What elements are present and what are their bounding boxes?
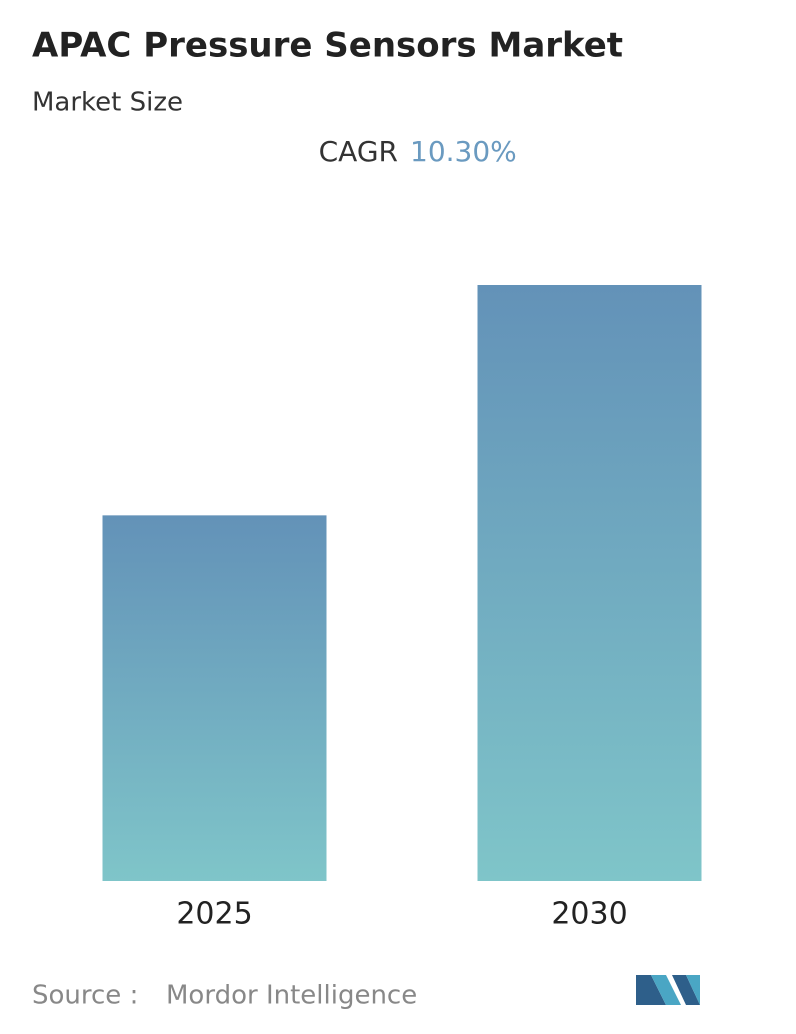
bar bbox=[102, 515, 327, 881]
x-tick-label: 2030 bbox=[551, 897, 627, 932]
chart-subtitle: Market Size bbox=[32, 88, 183, 118]
x-tick-label: 2025 bbox=[176, 897, 252, 932]
chart-title: APAC Pressure Sensors Market bbox=[32, 26, 623, 66]
cagr-value: 10.30% bbox=[410, 135, 517, 168]
source-label: Source : bbox=[32, 981, 138, 1011]
source: Mordor Intelligence bbox=[166, 981, 417, 1011]
logo bbox=[636, 975, 700, 1005]
cagr-label: CAGR bbox=[319, 135, 398, 168]
bar bbox=[477, 285, 702, 881]
